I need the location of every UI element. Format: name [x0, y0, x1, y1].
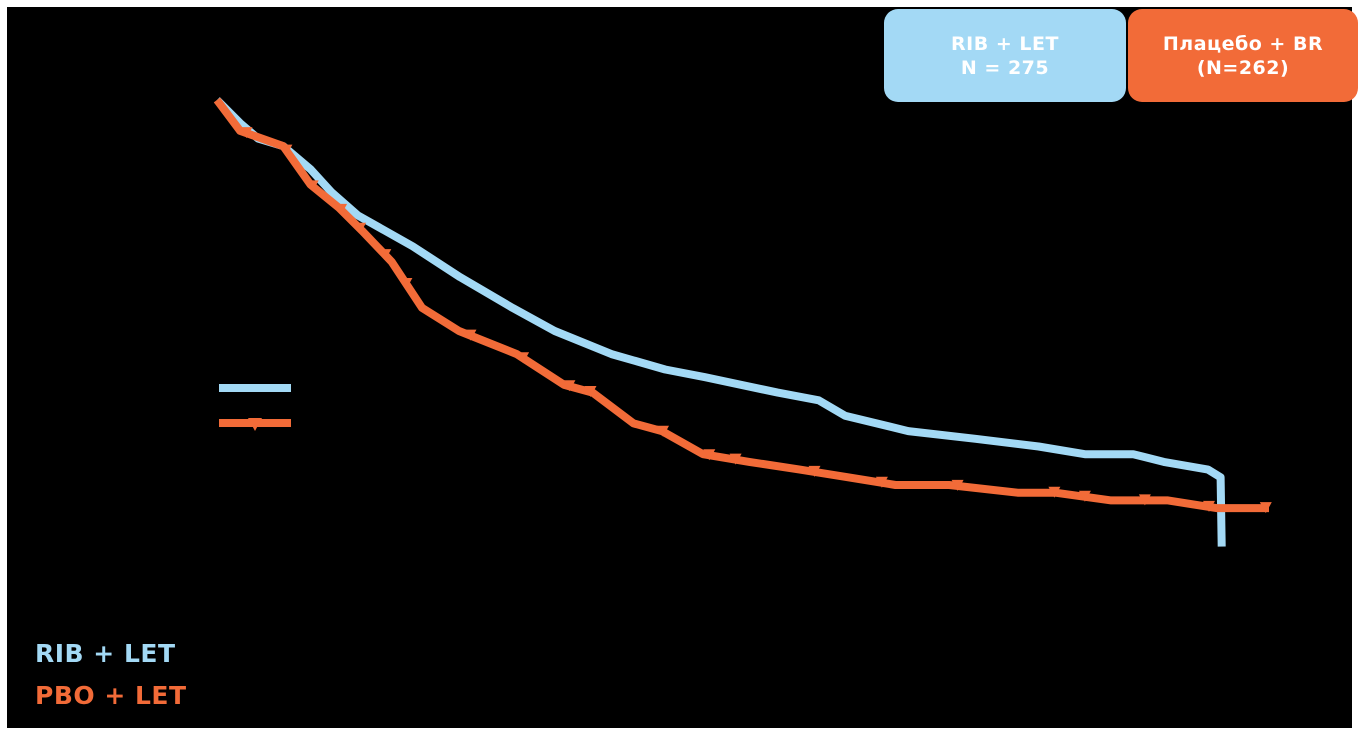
- rib-let-badge: RIB + LET N = 275: [884, 9, 1126, 102]
- censor-mark: [335, 203, 348, 215]
- censor-mark: [1203, 500, 1215, 512]
- censor-mark: [280, 144, 293, 156]
- censor-mark: [703, 449, 716, 461]
- rib-let-badge-title: RIB + LET: [951, 32, 1059, 55]
- rib-let-badge-count: N = 275: [960, 56, 1050, 79]
- legend-censor-mark: [248, 418, 262, 431]
- censor-mark: [1048, 486, 1061, 498]
- censor-mark: [240, 127, 253, 139]
- censor-mark: [354, 222, 367, 234]
- pbo-br-badge: Плацебо + BR (N=262): [1128, 9, 1358, 102]
- censor-mark: [951, 479, 964, 491]
- censor-mark: [657, 425, 669, 437]
- censor-mark: [1138, 494, 1151, 506]
- censor-mark: [464, 329, 477, 341]
- chart-canvas: RIB + LET N = 275 Плацебо + BR (N=262) R…: [7, 7, 1358, 728]
- censor-mark: [517, 352, 530, 364]
- series-layer: [213, 97, 1272, 547]
- censor-mark: [306, 180, 319, 192]
- censor-mark: [729, 453, 742, 465]
- pbo-br-badge-title: Плацебо + BR: [1162, 32, 1324, 55]
- pbo-br-badge-count: (N=262): [1196, 56, 1290, 79]
- censor-mark: [808, 465, 821, 477]
- censor-mark: [1259, 502, 1272, 514]
- censor-mark: [584, 386, 597, 397]
- rib-let-arm-label: RIB + LET: [35, 639, 176, 668]
- pbo-let-arm-label: PBO + LET: [35, 681, 187, 710]
- censor-mark: [1078, 490, 1091, 502]
- censor-mark: [400, 278, 413, 289]
- legend: [219, 384, 291, 431]
- series-line-pbo-let: [213, 97, 1269, 513]
- series-line-rib-let: [214, 97, 1226, 547]
- censor-mark: [563, 380, 576, 392]
- km-plot: [213, 97, 1272, 547]
- censor-mark: [875, 476, 888, 488]
- censor-mark: [379, 249, 392, 261]
